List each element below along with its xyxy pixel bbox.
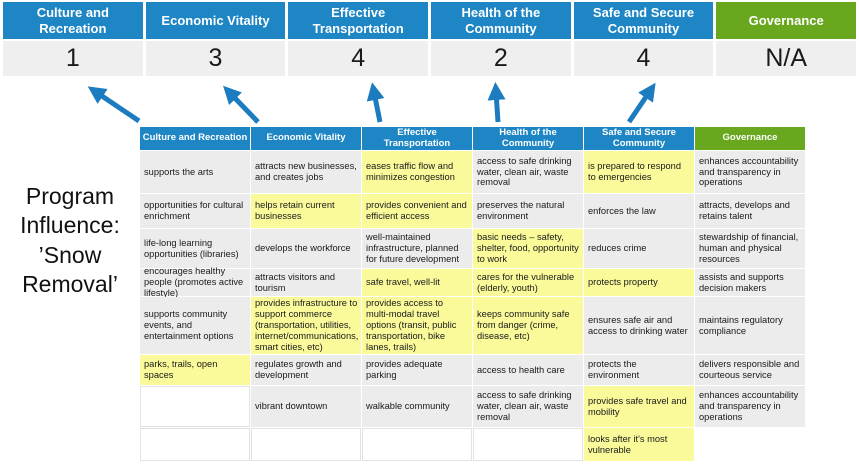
matrix-cell-r8-c6 [695,428,805,461]
matrix-cell-r6-c5: protects the environment [584,355,694,385]
up-arrow-icon [87,86,141,124]
matrix-cell-r8-c2 [251,428,361,461]
matrix-cell-r6-c6: delivers responsible and courteous servi… [695,355,805,385]
matrix-cell-r7-c1 [140,386,250,427]
matrix-cell-r3-c4: basic needs – safety, shelter, food, opp… [473,229,583,268]
matrix-cell-r7-c6: enhances accountability and transparency… [695,386,805,427]
summary-header-row: Culture and Recreation Economic Vitality E… [3,2,856,39]
matrix-cell-r8-c1 [140,428,250,461]
matrix-cell-r3-c3: well-maintained infrastructure, planned … [362,229,472,268]
matrix-cell-r7-c5: provides safe travel and mobility [584,386,694,427]
matrix-cell-r4-c1: encourages healthy people (promotes acti… [140,266,250,298]
matrix-cell-r8-c5: looks after it's most vulnerable [584,428,694,461]
matrix-cell-r7-c2: vibrant downtown [251,386,361,427]
matrix-cell-r6-c4: access to health care [473,355,583,385]
summary-score-safe-and-secure-community: 4 [573,41,714,76]
matrix-cell-r4-c2: attracts visitors and tourism [251,269,361,296]
matrix-cell-r2-c2: helps retain current businesses [251,194,361,228]
summary-header-culture-and-recreation: Culture and Recreation [3,2,143,39]
matrix-cell-r5-c6: maintains regulatory compliance [695,297,805,354]
summary-header-health-of-the-community: Health of the Community [431,2,571,39]
matrix-cell-r1-c4: access to safe drinking water, clean air… [473,151,583,193]
summary-score-economic-vitality: 3 [145,41,286,76]
matrix-cell-r1-c5: is prepared to respond to emergencies [584,151,694,193]
matrix-cell-r5-c5: ensures safe air and access to drinking … [584,297,694,354]
matrix-header-economic-vitality: Economic Vitality [251,127,361,150]
up-arrow-icon [223,85,260,124]
matrix-cell-r6-c2: regulates growth and development [251,355,361,385]
summary-header-safe-and-secure-community: Safe and Secure Community [573,2,714,39]
matrix-cell-r5-c1: supports community events, and entertain… [140,297,250,354]
matrix-cell-r6-c1: parks, trails, open spaces [140,355,250,385]
summary-score-governance: N/A [716,41,856,76]
summary-score-culture-and-recreation: 1 [3,41,143,76]
matrix-cell-r5-c4: keeps community safe from danger (crime,… [473,297,583,354]
up-arrow-icon [366,82,385,123]
summary-header-economic-vitality: Economic Vitality [145,2,286,39]
matrix-cell-r2-c3: provides convenient and efficient access [362,194,472,228]
matrix-header-culture-and-recreation: Culture and Recreation [140,127,250,150]
up-arrow-icon [626,82,656,124]
matrix-cell-r4-c5: protects property [584,269,694,296]
matrix-header-effective-transportation: Effective Transportation [362,127,472,150]
matrix-cell-r5-c2: provides infrastructure to support comme… [251,297,361,354]
summary-header-governance: Governance [716,2,856,39]
matrix-header-safe-and-secure-community: Safe and Secure Community [584,127,694,150]
matrix-cell-r1-c3: eases traffic flow and minimizes congest… [362,151,472,193]
summary-score-row: 1 3 4 2 4 N/A [3,41,856,76]
matrix-header-health-of-the-community: Health of the Community [473,127,583,150]
matrix-cell-r3-c6: stewardship of financial, human and phys… [695,229,805,268]
matrix-cell-r4-c3: safe travel, well-lit [362,269,472,296]
matrix-cell-r2-c6: attracts, develops and retains talent [695,194,805,228]
summary-score-health-of-the-community: 2 [431,41,571,76]
matrix-cell-r3-c5: reduces crime [584,229,694,268]
summary-header-effective-transportation: Effective Transportation [288,2,428,39]
matrix-header-governance: Governance [695,127,805,150]
matrix-cell-r2-c5: enforces the law [584,194,694,228]
matrix-cell-r2-c4: preserves the natural environment [473,194,583,228]
up-arrow-icon [487,82,506,123]
matrix-cell-r4-c6: assists and supports decision makers [695,269,805,296]
matrix-cell-r7-c3: walkable community [362,386,472,427]
program-influence-label: Program Influence: ’Snow Removal’ [20,183,120,298]
matrix-cell-r1-c2: attracts new businesses, and creates job… [251,151,361,193]
matrix-cell-r6-c3: provides adequate parking [362,355,472,385]
matrix-cell-r3-c2: develops the workforce [251,229,361,268]
matrix-cell-r8-c3 [362,428,472,461]
matrix-cell-r8-c4 [473,428,583,461]
matrix-cell-r1-c1: supports the arts [140,151,250,193]
matrix-cell-r7-c4: access to safe drinking water, clean air… [473,386,583,427]
summary-score-effective-transportation: 4 [288,41,428,76]
matrix-cell-r4-c4: cares for the vulnerable (elderly, youth… [473,269,583,296]
matrix-cell-r2-c1: opportunities for cultural enrichment [140,194,250,228]
matrix-cell-r1-c6: enhances accountability and transparency… [695,151,805,193]
matrix-cell-r5-c3: provides access to multi-modal travel op… [362,297,472,354]
influence-matrix: Culture and Recreation Economic Vitality E… [140,127,805,461]
matrix-cell-r3-c1: life-long learning opportunities (librar… [140,229,250,268]
